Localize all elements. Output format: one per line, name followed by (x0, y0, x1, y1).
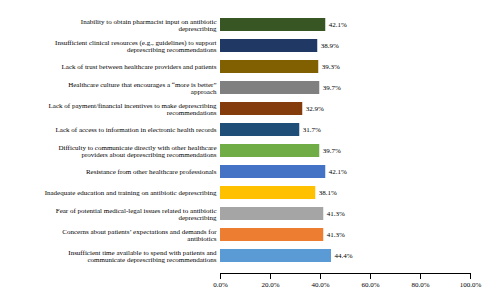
svg-text:60.0%: 60.0% (361, 281, 379, 289)
svg-text:42.1%: 42.1% (329, 21, 347, 29)
svg-text:Lack of payment/financial ince: Lack of payment/financial incentives to … (49, 102, 217, 117)
svg-text:38.1%: 38.1% (319, 189, 337, 197)
svg-text:80.0%: 80.0% (411, 281, 429, 289)
svg-text:39.3%: 39.3% (322, 63, 340, 71)
svg-text:32.9%: 32.9% (306, 105, 324, 113)
svg-text:Difficulty to communicate dire: Difficulty to communicate directly with … (58, 144, 216, 159)
svg-text:Fear of potential medical-lega: Fear of potential medical-legal issues r… (56, 207, 217, 222)
svg-text:Insufficient time available to: Insufficient time available to spend wit… (68, 249, 217, 264)
svg-text:Insufficient clinical resource: Insufficient clinical resources (e.g., g… (55, 39, 217, 54)
svg-text:100.0%: 100.0% (460, 281, 482, 289)
svg-text:41.3%: 41.3% (327, 210, 345, 218)
svg-text:Inadequate education and train: Inadequate education and training on ant… (45, 189, 217, 197)
svg-text:39.7%: 39.7% (323, 84, 341, 92)
svg-text:40.0%: 40.0% (311, 281, 329, 289)
svg-text:Lack of access to information: Lack of access to information in electro… (56, 126, 217, 134)
svg-text:Inability to obtain pharmacist: Inability to obtain pharmacist input on … (81, 18, 217, 33)
svg-text:Healthcare culture that encour: Healthcare culture that encourages a “mo… (68, 81, 217, 96)
svg-text:38.9%: 38.9% (321, 42, 339, 50)
svg-text:Resistance from other healthca: Resistance from other healthcare profess… (86, 168, 217, 176)
svg-text:42.1%: 42.1% (329, 168, 347, 176)
svg-text:44.4%: 44.4% (335, 252, 353, 260)
svg-text:Lack of trust between healthca: Lack of trust between healthcare provide… (62, 63, 217, 71)
svg-text:0.0%: 0.0% (213, 281, 228, 289)
svg-text:39.7%: 39.7% (323, 147, 341, 155)
svg-text:20.0%: 20.0% (261, 281, 279, 289)
svg-text:Concerns about patients’ expec: Concerns about patients’ expectations an… (62, 228, 217, 243)
svg-text:41.3%: 41.3% (327, 231, 345, 239)
svg-text:31.7%: 31.7% (303, 126, 321, 134)
